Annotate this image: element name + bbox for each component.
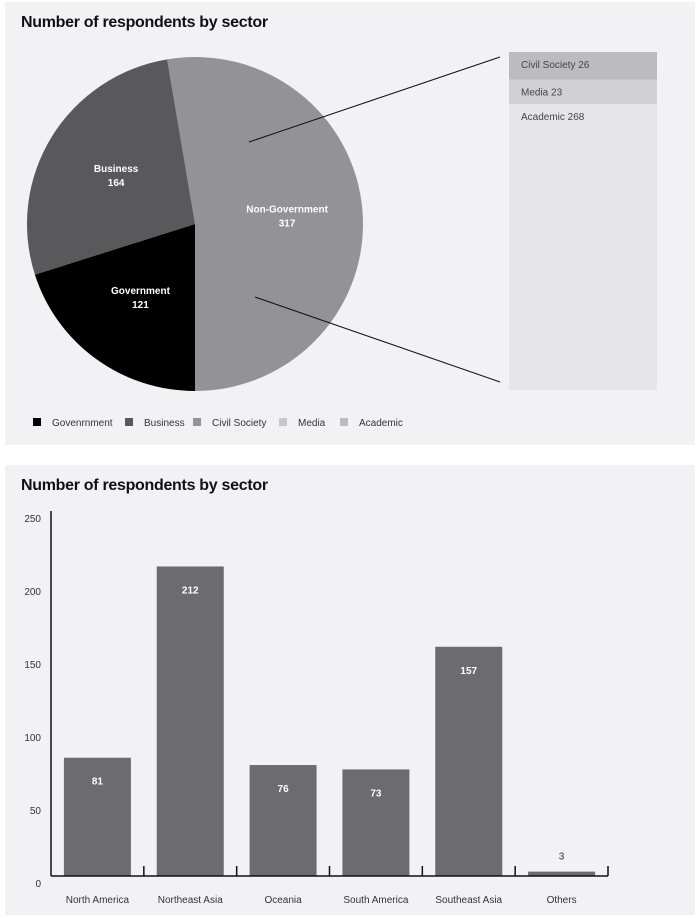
- pie-slice-value: 164: [108, 178, 125, 189]
- x-tick-label: North America: [66, 895, 130, 906]
- pie-slice-business: [27, 59, 196, 275]
- pie-slice-value: 121: [132, 300, 149, 311]
- x-tick-label: Northeast Asia: [158, 895, 223, 906]
- bar-south-america: [342, 769, 410, 876]
- pie-chart: Non-Government 317 Government 121 Business 16…: [27, 52, 657, 429]
- bar-oceania: [249, 765, 317, 876]
- pie-slice-non-government: [167, 57, 363, 392]
- x-tick-label: Others: [547, 895, 577, 906]
- bar-value-label: 157: [460, 666, 477, 677]
- bar-value-label: 3: [559, 852, 565, 863]
- x-tick-label: South America: [343, 895, 408, 906]
- breakdown-segment: [509, 52, 657, 80]
- pie-chart-panel: Number of respondents by sector Non-Gove…: [5, 2, 695, 445]
- bar-value-label: 212: [182, 585, 199, 596]
- bar-chart-panel: Number of respondents by sector 0 50 100 15…: [5, 465, 695, 915]
- legend-swatch: [125, 418, 133, 426]
- bar-north-america: [63, 757, 131, 876]
- legend-label: Academic: [359, 418, 403, 429]
- breakdown-segment: [509, 79, 657, 105]
- legend-swatch: [33, 418, 41, 426]
- connector-line-bottom: [254, 296, 501, 383]
- breakdown-label: Academic 268: [521, 112, 585, 123]
- y-tick-label: 200: [24, 587, 41, 598]
- bar-chart: 0 50 100 150 200 250 81 North America 212 Northea…: [24, 511, 609, 906]
- breakdown-label: Civil Society 26: [521, 60, 590, 71]
- breakdown-segment: [509, 104, 657, 390]
- legend-swatch: [279, 418, 287, 426]
- pie-slice-label: Government: [111, 286, 171, 297]
- pie-slice-label: Non-Government: [246, 204, 328, 215]
- pie-slice-value: 317: [279, 218, 296, 229]
- y-tick-label: 100: [24, 733, 41, 744]
- bar-chart-title: Number of respondents by sector: [21, 477, 268, 494]
- pie-slice-government: [34, 224, 195, 391]
- y-tick-label: 150: [24, 660, 41, 671]
- bar-value-label: 76: [278, 784, 290, 795]
- bar-value-label: 81: [92, 777, 104, 788]
- pie-slice-label: Business: [94, 164, 139, 175]
- bar-others: [528, 871, 596, 876]
- x-tick-label: Oceania: [264, 895, 302, 906]
- legend-swatch: [340, 418, 348, 426]
- y-tick-label: 0: [35, 879, 41, 890]
- legend-swatch: [193, 418, 201, 426]
- y-tick-label: 250: [24, 514, 41, 525]
- bar-value-label: 73: [370, 788, 382, 799]
- legend-label: Business: [144, 418, 185, 429]
- legend-label: Media: [298, 418, 326, 429]
- bar-southeast-asia: [435, 646, 503, 876]
- breakdown-label: Media 23: [521, 88, 563, 99]
- legend-label: Civil Society: [212, 418, 266, 429]
- pie-chart-title: Number of respondents by sector: [21, 14, 268, 31]
- connector-line-top: [248, 56, 501, 143]
- y-tick-label: 50: [30, 806, 42, 817]
- legend-label: Govenrnment: [52, 418, 113, 429]
- x-tick-label: Southeast Asia: [435, 895, 502, 906]
- bar-northeast-asia: [156, 566, 224, 876]
